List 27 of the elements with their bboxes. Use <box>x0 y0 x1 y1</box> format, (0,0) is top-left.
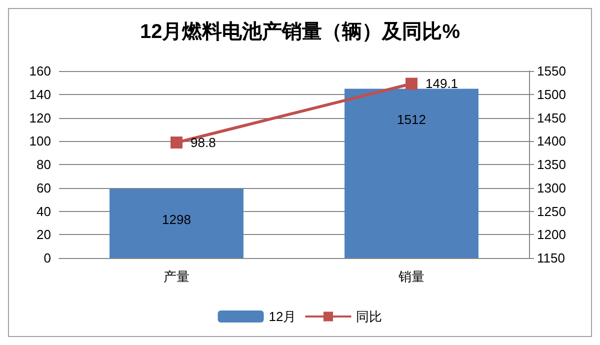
y-tick-label: 100 <box>29 134 51 149</box>
y2-tick-label: 1150 <box>537 250 565 266</box>
legend-label: 12月 <box>268 309 296 324</box>
x-tick-label: 产量 <box>164 269 190 284</box>
y-tick-label: 160 <box>29 64 51 78</box>
y-tick-label: 120 <box>29 110 51 126</box>
y-tick-label: 0 <box>44 250 51 266</box>
data-label: 149.1 <box>426 76 458 92</box>
y2-tick-label: 1500 <box>537 86 566 102</box>
y2-tick-label: 1250 <box>537 204 566 219</box>
y-tick-label: 80 <box>36 157 51 172</box>
y-tick-label: 40 <box>36 204 51 219</box>
y2-tick-label: 1200 <box>537 227 566 242</box>
data-label: 1298 <box>162 212 191 227</box>
y2-tick-label: 1450 <box>537 110 566 126</box>
data-label: 1512 <box>397 112 426 127</box>
y2-tick-label: 1550 <box>537 64 566 78</box>
chart-title: 12月燃料电池产销量（辆）及同比% <box>140 20 460 43</box>
legend-label: 同比 <box>356 309 382 324</box>
y2-tick-label: 1350 <box>537 157 566 172</box>
y-tick-label: 60 <box>36 180 51 196</box>
y2-tick-label: 1400 <box>537 134 566 149</box>
y-tick-label: 20 <box>36 227 51 242</box>
x-tick-label: 销量 <box>398 269 424 284</box>
y-tick-label: 140 <box>29 86 51 102</box>
data-label: 98.8 <box>190 135 216 150</box>
y2-tick-label: 1300 <box>537 180 566 196</box>
